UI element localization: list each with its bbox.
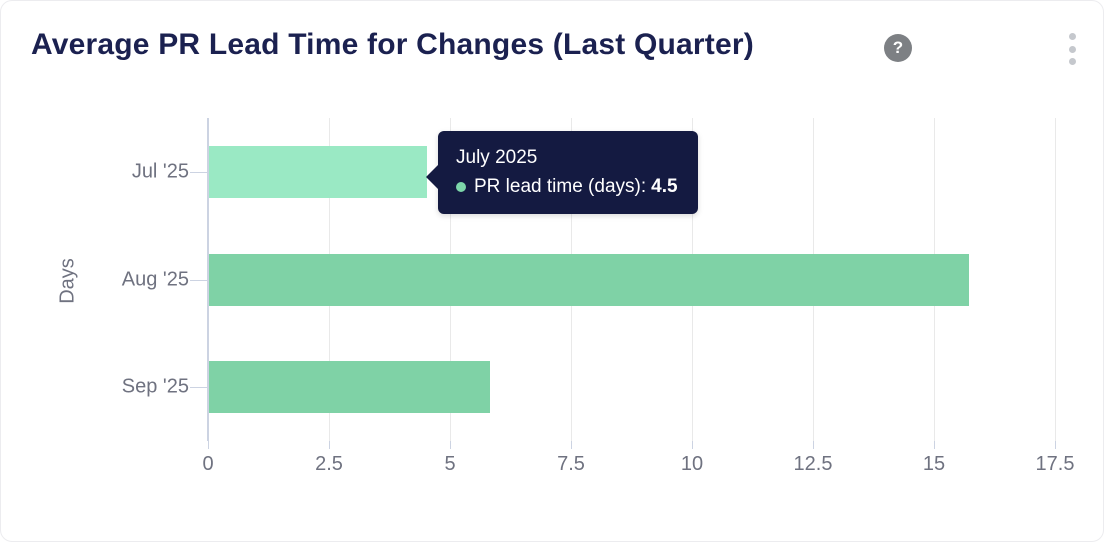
- x-tick-mark: [450, 441, 451, 449]
- x-tick-mark: [692, 441, 693, 449]
- tooltip-value: 4.5: [651, 176, 678, 197]
- help-icon[interactable]: ?: [884, 34, 912, 62]
- x-tick-label: 10: [680, 453, 704, 475]
- x-tick-mark: [329, 441, 330, 449]
- x-tick-mark: [208, 441, 209, 449]
- y-tick-mark: [190, 279, 208, 281]
- x-tick-label: 12.5: [793, 453, 833, 475]
- kebab-dot: [1068, 45, 1076, 53]
- gridline: [1055, 118, 1056, 441]
- x-tick-mark: [934, 441, 935, 449]
- y-axis-line: [207, 118, 209, 441]
- x-tick-label: 15: [922, 453, 946, 475]
- bar-jul-25[interactable]: [209, 145, 427, 198]
- x-tick-mark: [1055, 441, 1056, 449]
- plot-area: [190, 118, 1056, 449]
- bar-sep-25[interactable]: [209, 361, 490, 414]
- x-tick-mark: [813, 441, 814, 449]
- chart-title: Average PR Lead Time for Changes (Last Q…: [31, 28, 754, 61]
- kebab-dot: [1068, 58, 1076, 65]
- x-tick-label: 0: [202, 453, 214, 475]
- x-tick-label: 5: [444, 453, 456, 475]
- series-marker-dot: [456, 181, 466, 192]
- y-tick-label: Aug '25: [121, 268, 189, 290]
- kebab-menu-icon[interactable]: [1062, 32, 1082, 66]
- x-tick-label: 17.5: [1035, 453, 1075, 475]
- tooltip-series-label: PR lead time (days):: [474, 176, 647, 197]
- x-axis-labels: 0 2.5 5 7.5 10 12.5 15 17.5: [202, 453, 1074, 481]
- y-tick-label: Jul '25: [131, 160, 189, 183]
- y-axis-labels: Jul '25 Aug '25 Sep '25: [1, 118, 189, 441]
- y-tick-mark: [190, 387, 208, 389]
- x-tick-label: 7.5: [557, 453, 585, 475]
- x-tick-label: 2.5: [315, 453, 343, 475]
- tooltip-title: July 2025: [456, 147, 538, 168]
- tooltip: July 2025 PR lead time (days): 4.5: [426, 131, 698, 214]
- x-tick-mark: [571, 441, 572, 449]
- y-tick-mark: [190, 171, 208, 173]
- bar-aug-25[interactable]: [209, 253, 969, 306]
- question-mark-glyph: ?: [892, 38, 904, 57]
- kebab-dot: [1068, 33, 1076, 40]
- y-tick-label: Sep '25: [121, 375, 189, 398]
